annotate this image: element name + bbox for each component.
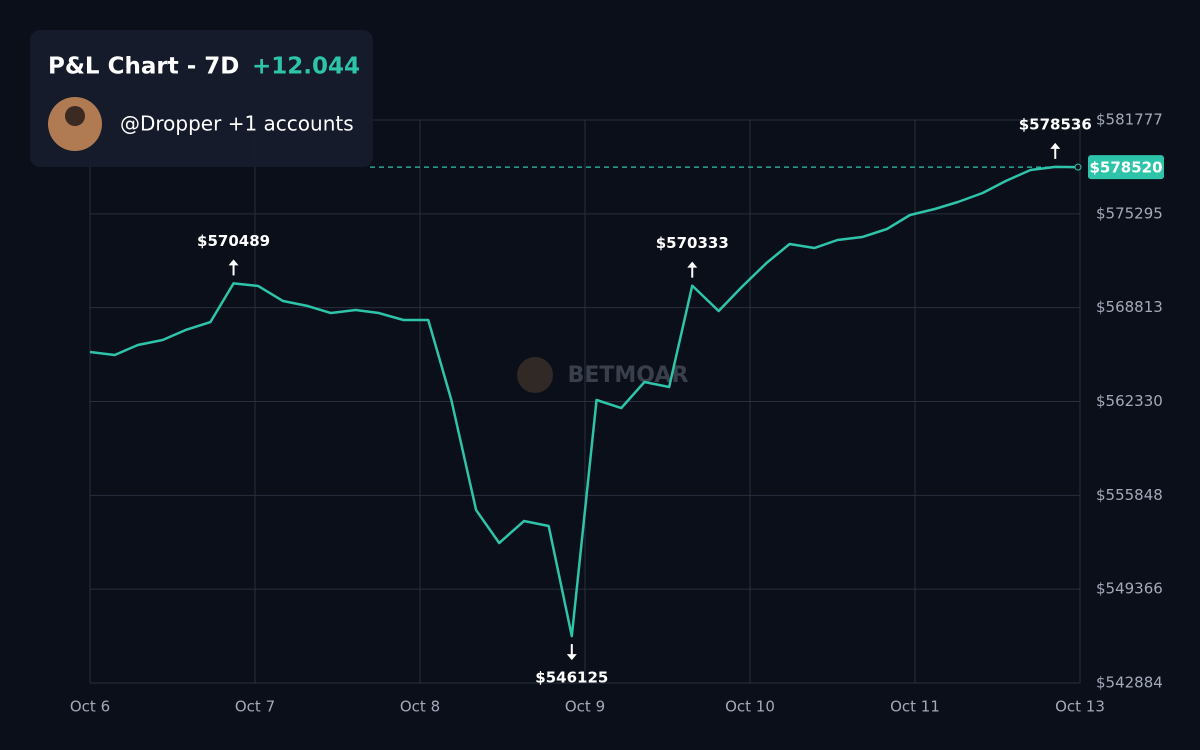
x-tick-label: Oct 7 (235, 698, 275, 716)
annotation-arrowhead (1050, 142, 1061, 149)
annotation-label: $578536 (1019, 115, 1092, 133)
annotation-arrowhead (687, 261, 698, 268)
annotation-label: $546125 (535, 669, 608, 687)
current-badge (1088, 155, 1164, 180)
y-tick-label: $555848 (1096, 486, 1163, 504)
x-tick-label: Oct 10 (725, 698, 775, 716)
watermark-logo (517, 357, 553, 393)
y-tick-label: $562330 (1096, 392, 1163, 410)
pnl-line (89, 165, 1076, 638)
y-tick-label: $568813 (1096, 298, 1163, 316)
y-tick-label: $549366 (1096, 580, 1163, 598)
account: @Dropper +1 accounts (120, 112, 354, 136)
annotation-arrowhead (566, 654, 577, 661)
annotation-label: $570333 (656, 234, 729, 252)
x-tick-label: Oct 8 (400, 698, 440, 716)
current-dot (1074, 163, 1082, 171)
change: +12.044 (252, 54, 360, 80)
grid: $542884 $549366 $555848 $562330 $568813 $5752… (70, 111, 1163, 716)
x-tick-label: Oct 11 (890, 698, 940, 716)
x-tick-label: Oct 6 (70, 698, 110, 716)
header-card: P&L Chart - 7D +12.044 @Dropper +1 accou… (30, 30, 373, 167)
watermark: BETMOAR (568, 363, 689, 388)
y-tick-label: $575295 (1096, 204, 1163, 222)
avatar-detail (65, 106, 85, 126)
x-tick-label: Oct 9 (565, 698, 605, 716)
y-tick-label: $542884 (1096, 674, 1163, 692)
y-tick-label: $581777 (1096, 111, 1163, 129)
card-bg (30, 30, 373, 167)
chart-title: P&L Chart - 7D (48, 54, 239, 80)
x-tick-label: Oct 13 (1055, 698, 1105, 716)
current-label: $578520 (1089, 159, 1162, 177)
annotation-label: $570489 (197, 232, 270, 250)
annotation-arrowhead (228, 259, 239, 266)
plot: $578520 $570489 $546125 $570333 $578536 (89, 115, 1164, 687)
